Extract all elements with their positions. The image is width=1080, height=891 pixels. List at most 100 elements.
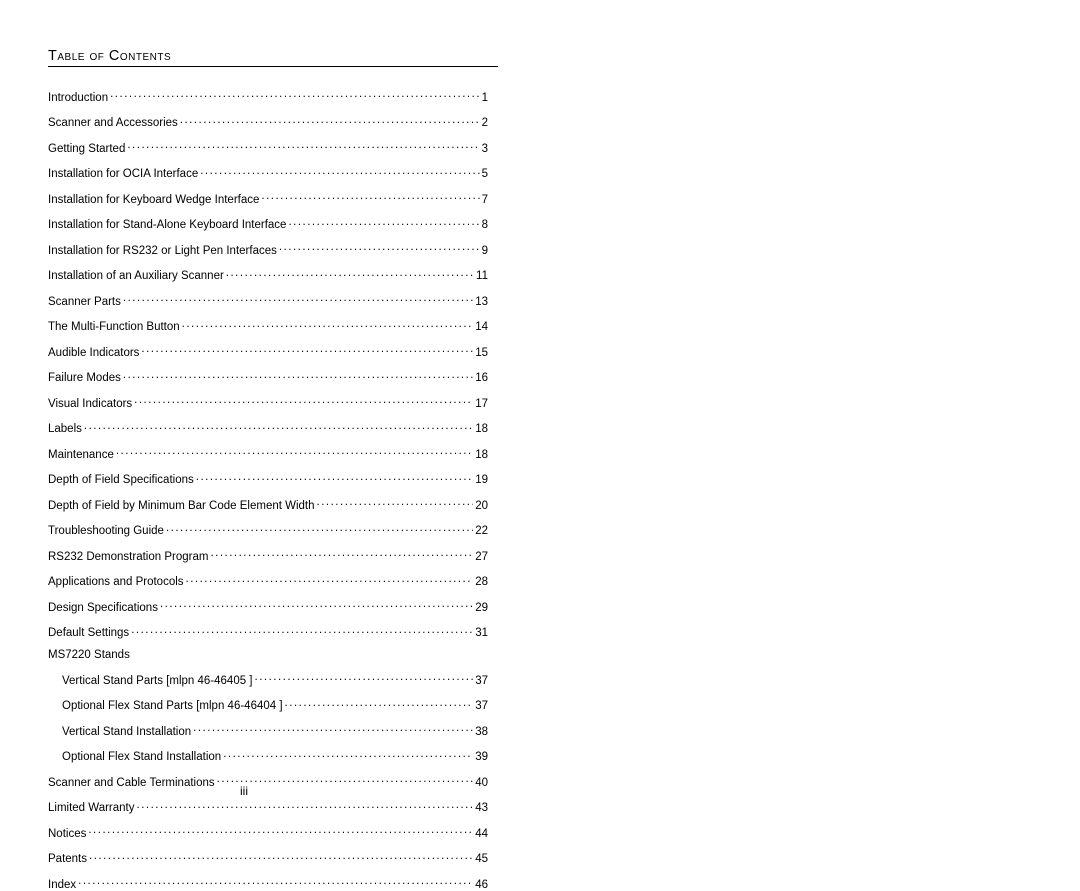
toc-section-heading: MS7220 Stands bbox=[48, 650, 488, 662]
toc-entry-label: Installation for Keyboard Wedge Interfac… bbox=[48, 195, 259, 207]
toc-entry-label: Introduction bbox=[48, 93, 108, 105]
toc-entry-label: Labels bbox=[48, 424, 82, 436]
toc-entry-page: 37 bbox=[475, 701, 488, 713]
toc-entry-label: Scanner and Cable Terminations bbox=[48, 778, 215, 790]
toc-entry: The Multi-Function Button14 bbox=[48, 319, 488, 334]
toc-entry-label: Notices bbox=[48, 829, 86, 841]
toc-entry-page: 27 bbox=[475, 552, 488, 564]
toc-entry: Scanner and Cable Terminations 40 bbox=[48, 774, 488, 789]
toc-dots bbox=[285, 698, 474, 710]
toc-entry: Visual Indicators 17 bbox=[48, 395, 488, 410]
toc-entry: Introduction 1 bbox=[48, 89, 488, 104]
toc-entry: Scanner Parts 13 bbox=[48, 293, 488, 308]
toc-dots bbox=[134, 395, 473, 407]
toc-entry-label: Installation for OCIA Interface bbox=[48, 169, 198, 181]
toc-entry: Maintenance18 bbox=[48, 446, 488, 461]
toc-dots bbox=[123, 293, 473, 305]
toc-dots bbox=[186, 574, 474, 586]
toc-entry-page: 43 bbox=[475, 803, 488, 815]
toc-dots bbox=[223, 749, 473, 761]
toc-entry-page: 15 bbox=[475, 348, 488, 360]
toc-entry-page: 7 bbox=[482, 195, 488, 207]
toc-entry-label: Default Settings bbox=[48, 628, 129, 640]
toc-entry: Getting Started 3 bbox=[48, 140, 488, 155]
toc-entry-label: Vertical Stand Parts [mlpn 46-46405 ] bbox=[62, 676, 253, 688]
toc-dots bbox=[288, 217, 479, 229]
toc-dots bbox=[182, 319, 474, 331]
toc-entry: Vertical Stand Installation 38 bbox=[48, 723, 488, 738]
toc-entry-page: 31 bbox=[475, 628, 488, 640]
toc-dots bbox=[193, 723, 473, 735]
toc-entry-label: Optional Flex Stand Parts [mlpn 46-46404… bbox=[62, 701, 283, 713]
toc-dots bbox=[196, 472, 473, 484]
toc-dots bbox=[200, 166, 479, 178]
toc-list: Introduction1Scanner and Accessories2Get… bbox=[48, 89, 488, 891]
toc-entry-page: 13 bbox=[475, 297, 488, 309]
toc-entry: Installation for RS232 or Light Pen Inte… bbox=[48, 242, 488, 257]
toc-entry-label: Optional Flex Stand Installation bbox=[62, 752, 221, 764]
toc-entry: Audible Indicators 15 bbox=[48, 344, 488, 359]
toc-entry: RS232 Demonstration Program 27 bbox=[48, 548, 488, 563]
toc-entry-label: Vertical Stand Installation bbox=[62, 727, 191, 739]
toc-entry-page: 11 bbox=[476, 271, 488, 283]
toc-entry-label: Maintenance bbox=[48, 450, 114, 462]
toc-entry: Vertical Stand Parts [mlpn 46-46405 ]37 bbox=[48, 672, 488, 687]
toc-entry-page: 19 bbox=[475, 475, 488, 487]
toc-dots bbox=[180, 115, 480, 127]
toc-entry-label: Index bbox=[48, 880, 76, 891]
toc-entry-label: Visual Indicators bbox=[48, 399, 132, 411]
toc-entry-page: 3 bbox=[482, 144, 488, 156]
toc-dots bbox=[317, 497, 474, 509]
toc-dots bbox=[137, 800, 474, 812]
toc-entry-label: Applications and Protocols bbox=[48, 577, 184, 589]
toc-entry: Labels18 bbox=[48, 421, 488, 436]
toc-entry-page: 22 bbox=[475, 526, 488, 538]
toc-entry-page: 45 bbox=[475, 854, 488, 866]
toc-entry-page: 46 bbox=[475, 880, 488, 891]
toc-entry-page: 8 bbox=[482, 220, 488, 232]
toc-entry: Design Specifications 29 bbox=[48, 599, 488, 614]
toc-entry-label: RS232 Demonstration Program bbox=[48, 552, 208, 564]
toc-dots bbox=[84, 421, 473, 433]
toc-entry-page: 16 bbox=[475, 373, 488, 385]
toc-entry-page: 20 bbox=[475, 501, 488, 513]
toc-entry: Optional Flex Stand Parts [mlpn 46-46404… bbox=[48, 698, 488, 713]
toc-dots bbox=[116, 446, 473, 458]
toc-entry-label: Scanner Parts bbox=[48, 297, 121, 309]
toc-entry: Limited Warranty43 bbox=[48, 800, 488, 815]
toc-entry: Failure Modes16 bbox=[48, 370, 488, 385]
toc-entry-page: 44 bbox=[475, 829, 488, 841]
toc-entry-label: Depth of Field Specifications bbox=[48, 475, 194, 487]
toc-entry: Index 46 bbox=[48, 876, 488, 891]
toc-dots bbox=[127, 140, 479, 152]
toc-entry-page: 29 bbox=[475, 603, 488, 615]
toc-entry-page: 1 bbox=[482, 93, 488, 105]
toc-entry-label: Troubleshooting Guide bbox=[48, 526, 164, 538]
toc-entry: Default Settings 31 bbox=[48, 625, 488, 640]
toc-entry: Installation for Stand-Alone Keyboard In… bbox=[48, 217, 488, 232]
toc-entry: Notices 44 bbox=[48, 825, 488, 840]
toc-entry-page: 9 bbox=[482, 246, 488, 258]
toc-entry-label: Installation for Stand-Alone Keyboard In… bbox=[48, 220, 286, 232]
toc-dots bbox=[88, 825, 473, 837]
toc-entry-label: Audible Indicators bbox=[48, 348, 139, 360]
toc-entry-label: Design Specifications bbox=[48, 603, 158, 615]
toc-entry-label: Getting Started bbox=[48, 144, 125, 156]
toc-entry: Installation of an Auxiliary Scanner 11 bbox=[48, 268, 488, 283]
toc-entry-label: Installation of an Auxiliary Scanner bbox=[48, 271, 224, 283]
toc-entry: Optional Flex Stand Installation39 bbox=[48, 749, 488, 764]
page-number: iii bbox=[240, 784, 248, 798]
toc-dots bbox=[226, 268, 474, 280]
toc-entry-label: Patents bbox=[48, 854, 87, 866]
toc-dots bbox=[255, 672, 474, 684]
toc-entry-page: 40 bbox=[475, 778, 488, 790]
toc-entry-page: 28 bbox=[475, 577, 488, 589]
toc-title: Table of Contents bbox=[48, 48, 498, 67]
toc-entry-page: 5 bbox=[482, 169, 488, 181]
toc-entry-page: 17 bbox=[475, 399, 488, 411]
toc-entry-page: 38 bbox=[475, 727, 488, 739]
toc-entry-label: Depth of Field by Minimum Bar Code Eleme… bbox=[48, 501, 315, 513]
toc-dots bbox=[123, 370, 473, 382]
toc-entry: Depth of Field Specifications 19 bbox=[48, 472, 488, 487]
toc-dots bbox=[78, 876, 473, 888]
